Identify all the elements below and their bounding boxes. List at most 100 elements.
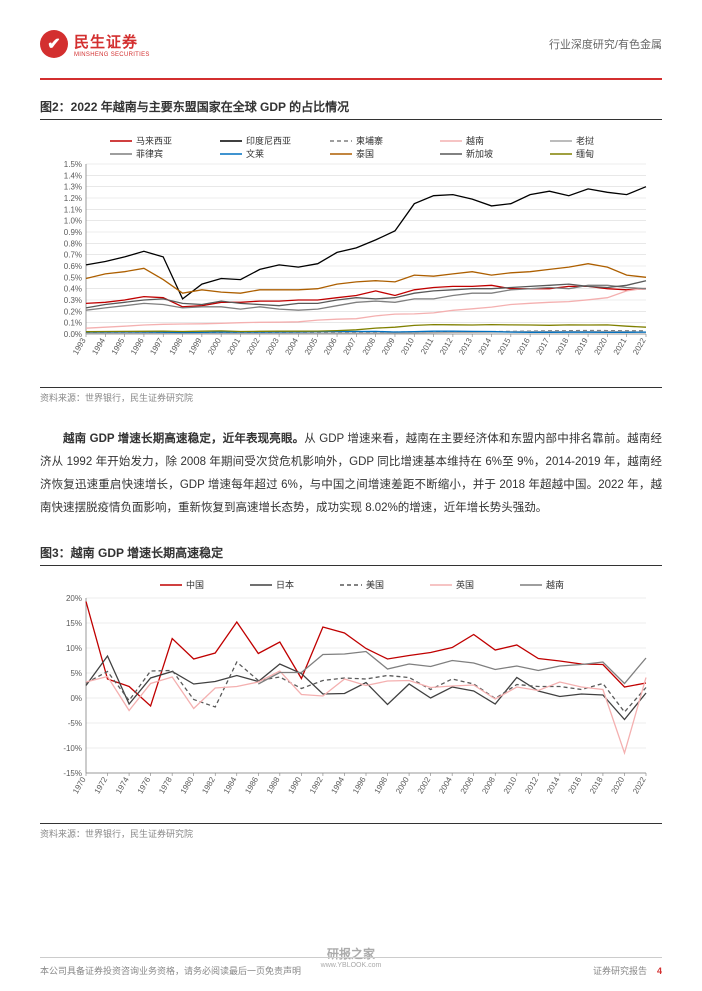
svg-text:15%: 15% [66, 619, 82, 628]
svg-text:2020: 2020 [592, 336, 609, 356]
svg-text:20%: 20% [66, 594, 82, 603]
svg-text:2022: 2022 [631, 336, 648, 356]
svg-text:2008: 2008 [480, 775, 497, 795]
page-footer: 本公司具备证券投资咨询业务资格，请务必阅读最后一页免责声明 证券研究报告 4 [40, 957, 662, 977]
svg-text:1.3%: 1.3% [64, 183, 82, 192]
svg-text:2022: 2022 [631, 775, 648, 795]
svg-text:新加坡: 新加坡 [466, 148, 493, 159]
svg-text:2014: 2014 [545, 775, 562, 795]
svg-text:1998: 1998 [373, 775, 390, 795]
svg-text:1982: 1982 [200, 775, 217, 795]
svg-text:2016: 2016 [566, 775, 583, 795]
svg-text:5%: 5% [70, 669, 82, 678]
svg-text:1999: 1999 [187, 336, 204, 356]
svg-text:2009: 2009 [380, 336, 397, 356]
svg-text:柬埔寨: 柬埔寨 [356, 135, 383, 146]
footer-disclaimer: 本公司具备证券投资咨询业务资格，请务必阅读最后一页免责声明 [40, 964, 301, 977]
fig3-chart: -15%-10%-5%0%5%10%15%20%1970197219741976… [40, 574, 662, 819]
svg-text:2000: 2000 [394, 775, 411, 795]
svg-text:2013: 2013 [457, 336, 474, 356]
svg-text:1995: 1995 [110, 336, 127, 356]
fig2-chart: 0.0%0.1%0.2%0.3%0.4%0.5%0.6%0.7%0.8%0.9%… [40, 128, 662, 383]
svg-text:2003: 2003 [264, 336, 281, 356]
svg-text:1.0%: 1.0% [64, 217, 82, 226]
svg-text:0.6%: 0.6% [64, 262, 82, 271]
svg-text:1988: 1988 [265, 775, 282, 795]
svg-text:1996: 1996 [129, 336, 146, 356]
svg-text:2017: 2017 [534, 336, 551, 356]
svg-text:2018: 2018 [588, 775, 605, 795]
svg-text:0%: 0% [70, 694, 82, 703]
svg-text:0.4%: 0.4% [64, 285, 82, 294]
logo-icon: ✔ [40, 30, 68, 58]
svg-text:1974: 1974 [114, 775, 131, 795]
svg-text:2007: 2007 [341, 336, 358, 356]
page-header: ✔ 民生证券 MINSHENG SECURITIES 行业深度研究/有色金属 [40, 30, 662, 58]
svg-text:菲律宾: 菲律宾 [136, 148, 163, 159]
svg-text:2016: 2016 [515, 336, 532, 356]
svg-text:文莱: 文莱 [246, 148, 264, 159]
svg-text:1993: 1993 [71, 336, 88, 356]
svg-text:2000: 2000 [206, 336, 223, 356]
svg-text:0.7%: 0.7% [64, 251, 82, 260]
svg-text:2012: 2012 [523, 775, 540, 795]
svg-text:2010: 2010 [399, 336, 416, 356]
svg-text:1998: 1998 [168, 336, 185, 356]
logo-cn: 民生证券 [74, 31, 150, 52]
svg-text:英国: 英国 [456, 579, 474, 590]
svg-text:1986: 1986 [243, 775, 260, 795]
svg-text:老挝: 老挝 [576, 135, 594, 146]
svg-text:缅甸: 缅甸 [576, 148, 594, 159]
svg-text:泰国: 泰国 [356, 148, 374, 159]
svg-text:2001: 2001 [226, 336, 243, 356]
svg-text:印度尼西亚: 印度尼西亚 [246, 135, 291, 146]
svg-text:越南: 越南 [466, 135, 484, 146]
svg-text:1976: 1976 [136, 775, 153, 795]
body-paragraph: 越南 GDP 增速长期高速稳定，近年表现亮眼。从 GDP 增速来看，越南在主要经… [40, 428, 662, 520]
svg-text:2004: 2004 [283, 336, 300, 356]
svg-text:1996: 1996 [351, 775, 368, 795]
svg-text:1.1%: 1.1% [64, 205, 82, 214]
svg-text:2019: 2019 [573, 336, 590, 356]
svg-text:2006: 2006 [322, 336, 339, 356]
page-number: 4 [657, 966, 662, 976]
header-rule [40, 78, 662, 80]
svg-text:2011: 2011 [419, 336, 436, 356]
svg-text:10%: 10% [66, 644, 82, 653]
svg-text:1972: 1972 [93, 775, 110, 795]
fig2-source: 资料来源：世界银行，民生证券研究院 [40, 387, 662, 404]
svg-text:2005: 2005 [303, 336, 320, 356]
svg-text:2018: 2018 [554, 336, 571, 356]
fig3-title: 图3：越南 GDP 增速长期高速稳定 [40, 544, 662, 566]
fig3-source: 资料来源：世界银行，民生证券研究院 [40, 823, 662, 840]
fig2-title: 图2：2022 年越南与主要东盟国家在全球 GDP 的占比情况 [40, 98, 662, 120]
svg-text:1997: 1997 [148, 336, 165, 356]
svg-text:1980: 1980 [179, 775, 196, 795]
svg-text:2002: 2002 [245, 336, 262, 356]
svg-text:0.8%: 0.8% [64, 239, 82, 248]
svg-text:2004: 2004 [437, 775, 454, 795]
svg-text:马来西亚: 马来西亚 [136, 136, 172, 146]
svg-text:中国: 中国 [186, 579, 204, 590]
svg-text:0.9%: 0.9% [64, 228, 82, 237]
svg-text:2012: 2012 [438, 336, 455, 356]
svg-text:0.1%: 0.1% [64, 319, 82, 328]
svg-text:1984: 1984 [222, 775, 239, 795]
svg-text:1994: 1994 [90, 336, 107, 356]
svg-text:2021: 2021 [612, 336, 629, 356]
svg-text:1.2%: 1.2% [64, 194, 82, 203]
logo-en: MINSHENG SECURITIES [74, 52, 150, 58]
svg-text:2010: 2010 [502, 775, 519, 795]
svg-text:1.5%: 1.5% [64, 160, 82, 169]
svg-text:2002: 2002 [416, 775, 433, 795]
svg-text:2008: 2008 [361, 336, 378, 356]
footer-right: 证券研究报告 4 [593, 964, 662, 977]
svg-text:2020: 2020 [610, 775, 627, 795]
svg-text:1994: 1994 [330, 775, 347, 795]
svg-text:1992: 1992 [308, 775, 325, 795]
svg-text:2015: 2015 [496, 336, 513, 356]
logo: ✔ 民生证券 MINSHENG SECURITIES [40, 30, 150, 58]
svg-text:2006: 2006 [459, 775, 476, 795]
svg-text:越南: 越南 [546, 579, 564, 590]
svg-text:1990: 1990 [286, 775, 303, 795]
